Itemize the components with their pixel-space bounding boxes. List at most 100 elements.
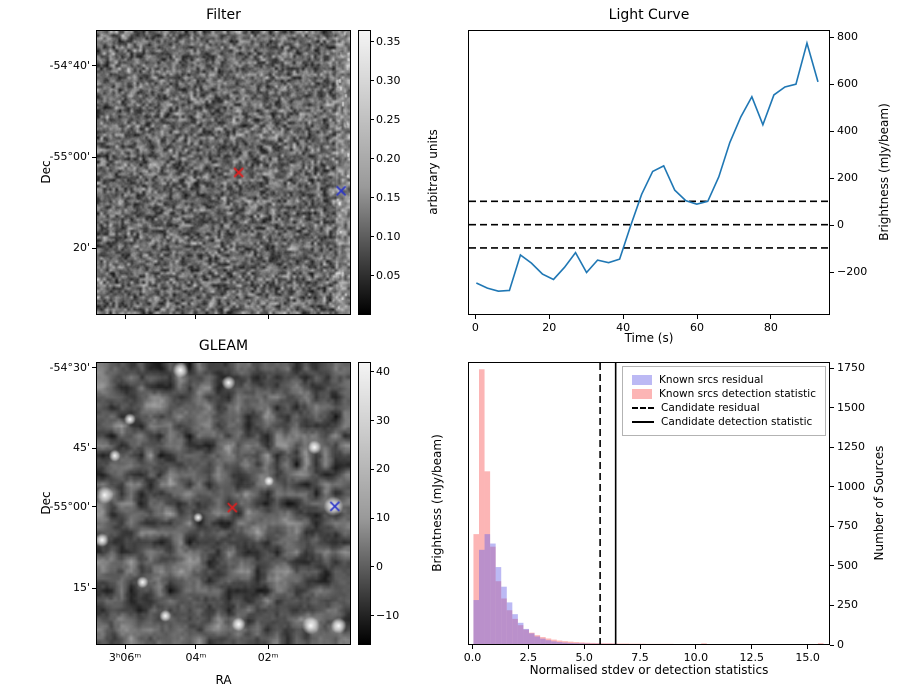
tick-label: −10: [376, 608, 400, 622]
hist-bar: [484, 534, 491, 644]
tick-mark: [371, 236, 374, 238]
filter-ylabel: Dec: [39, 160, 53, 184]
hist-bar: [540, 638, 546, 644]
tick-mark: [267, 315, 269, 319]
gleam-image-panel: [96, 362, 351, 645]
tick-label: 0: [837, 638, 844, 651]
hist-bar: [556, 642, 563, 644]
hist-bar: [701, 643, 707, 644]
tick-mark: [92, 156, 96, 158]
tick-mark: [371, 615, 374, 617]
tick-label: 40: [376, 364, 390, 378]
hist-bar: [501, 598, 507, 644]
tick-label: 10.0: [683, 651, 709, 664]
legend-solid-line-sample: [632, 421, 655, 423]
tick-label: 0.15: [376, 190, 401, 204]
hist-bar: [545, 638, 552, 644]
hist-bar: [551, 641, 557, 644]
hist-bar: [567, 641, 574, 644]
light-curve-ylabel: Brightness (mJy/beam): [877, 103, 891, 241]
hist-bar: [595, 643, 602, 644]
legend-item-known-detection: Known srcs detection statistic: [632, 388, 816, 400]
tick-label: 20': [72, 241, 90, 255]
tick-mark: [830, 446, 834, 448]
hist-bar: [545, 640, 552, 644]
tick-label: −200: [837, 265, 868, 278]
tick-mark: [371, 158, 374, 160]
tick-mark: [124, 645, 126, 649]
hist-bar: [556, 640, 563, 644]
tick-label: 1750: [837, 361, 865, 375]
hist-bar: [506, 610, 513, 644]
tick-mark: [371, 468, 374, 470]
tick-label: 80: [763, 321, 778, 334]
hist-bar: [495, 567, 502, 644]
tick-mark: [92, 506, 96, 508]
tick-label: 12.5: [739, 651, 765, 664]
tick-mark: [92, 367, 96, 369]
legend-patch-known-detection: [632, 389, 653, 399]
tick-mark: [92, 587, 96, 589]
tick-label: -55°00': [49, 150, 91, 164]
tick-mark: [124, 315, 126, 319]
hist-bar: [512, 618, 518, 644]
tick-label: 60: [690, 321, 705, 334]
tick-label: 30: [376, 413, 390, 427]
tick-mark: [830, 407, 834, 409]
tick-label: 45': [72, 441, 90, 455]
hist-bar: [584, 642, 591, 644]
tick-mark: [92, 65, 96, 67]
tick-mark: [371, 41, 374, 43]
hist-bar: [562, 642, 568, 644]
hist-bar: [523, 629, 529, 644]
tick-label: 15.0: [795, 651, 820, 664]
hist-bar: [490, 543, 496, 644]
tick-label: 400: [837, 124, 858, 138]
tick-mark: [195, 645, 197, 649]
tick-mark: [267, 645, 269, 649]
tick-mark: [548, 315, 550, 319]
filter-colorbar-label: arbitrary units: [426, 129, 440, 215]
hist-bar: [512, 614, 518, 644]
tick-label: 0.0: [463, 651, 482, 664]
hist-bar: [573, 642, 579, 644]
tick-label: 0: [837, 218, 844, 231]
hist-bar: [606, 643, 613, 644]
tick-mark: [622, 315, 624, 319]
tick-mark: [695, 645, 697, 649]
tick-mark: [371, 119, 374, 121]
tick-mark: [474, 315, 476, 319]
hist-bar: [573, 643, 579, 644]
tick-label: 0.10: [376, 229, 401, 243]
hist-bar: [579, 643, 585, 644]
tick-mark: [92, 247, 96, 249]
legend-label-candidate-detection: Candidate detection statistic: [661, 416, 813, 428]
legend-dashed-line-sample: [632, 407, 655, 409]
tick-mark: [371, 80, 374, 82]
tick-label: 02ᵐ: [257, 651, 279, 664]
hist-bar: [506, 602, 513, 644]
tick-label: -54°30': [49, 360, 91, 374]
tick-mark: [830, 130, 834, 132]
filter-colorbar: [358, 30, 371, 315]
hist-bar: [534, 635, 541, 644]
legend-item-known-residual: Known srcs residual: [632, 374, 816, 386]
tick-mark: [371, 275, 374, 277]
gleam-colorbar-label: Brightness (mJy/beam): [430, 434, 444, 572]
tick-label: 20: [376, 462, 390, 476]
tick-mark: [371, 566, 374, 568]
histogram-legend: Known srcs residual Known srcs detection…: [622, 366, 826, 436]
tick-label: -55°00': [49, 499, 91, 513]
legend-label-known-residual: Known srcs residual: [659, 374, 764, 386]
hist-bar: [529, 632, 535, 644]
tick-label: 04ᵐ: [185, 651, 207, 664]
tick-label: 1000: [837, 479, 865, 493]
tick-label: 800: [837, 30, 858, 44]
histogram-panel: Known srcs residual Known srcs detection…: [468, 362, 830, 645]
light-curve-line: [476, 40, 819, 292]
tick-label: 600: [837, 77, 858, 91]
tick-mark: [830, 644, 834, 646]
hist-bar: [490, 546, 496, 644]
tick-mark: [371, 197, 374, 199]
